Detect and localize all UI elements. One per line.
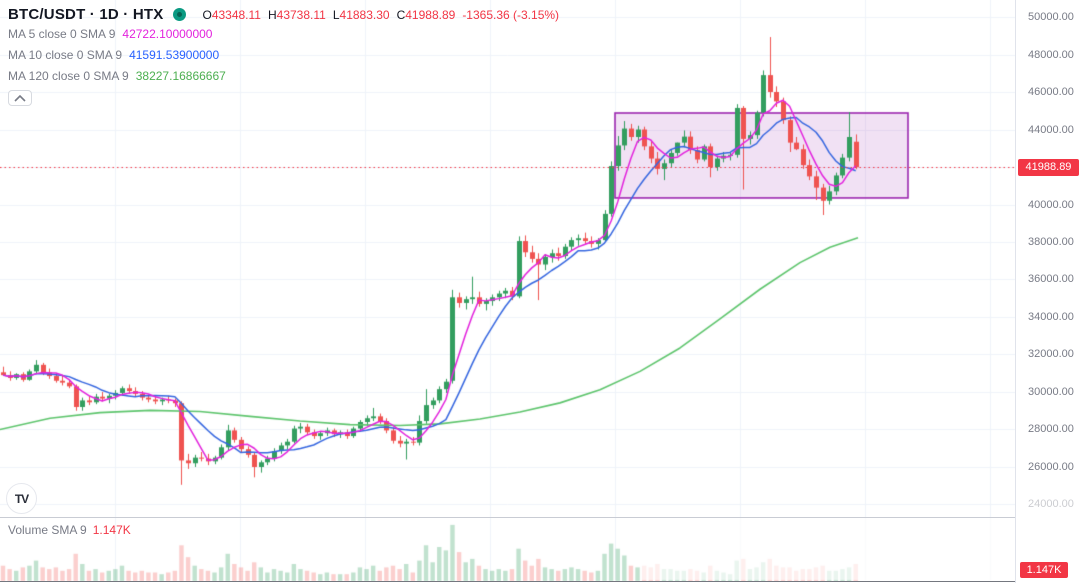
price-tick-label: 50000.00 bbox=[1028, 11, 1074, 23]
ma5-label: MA 5 close 0 SMA 9 bbox=[8, 27, 116, 41]
price-tick-label: 44000.00 bbox=[1028, 123, 1074, 136]
time-axis-border bbox=[0, 581, 1080, 582]
price-axis[interactable]: 50000.00 48000.00 46000.00 44000.00 40000.00… bbox=[1015, 0, 1080, 583]
change-value: -1365.36 (-3.15%) bbox=[462, 7, 560, 22]
ma5-value: 42722.10000000 bbox=[122, 27, 213, 41]
tradingview-logo[interactable]: TV bbox=[6, 483, 37, 514]
volume-label: Volume SMA 9 bbox=[8, 523, 87, 537]
price-tick-label: 34000.00 bbox=[1028, 310, 1074, 323]
chevron-up-icon bbox=[14, 94, 26, 102]
price-tick-label: 26000.00 bbox=[1028, 460, 1074, 473]
low-value: L41883.30 bbox=[332, 7, 390, 22]
ma10-value: 41591.53900000 bbox=[129, 48, 220, 62]
ma10-label: MA 10 close 0 SMA 9 bbox=[8, 48, 123, 62]
ma120-value: 38227.16866667 bbox=[135, 69, 226, 83]
chart-legend: BTC/USDT · 1D · HTX O43348.11 H43738.11 L4… bbox=[8, 5, 559, 106]
high-value: H43738.11 bbox=[267, 7, 326, 22]
collapse-legend-button[interactable] bbox=[8, 90, 32, 106]
ohlc-values: O43348.11 H43738.11 L41883.30 C41988.89 -136… bbox=[202, 8, 559, 22]
open-value: O43348.11 bbox=[202, 7, 261, 22]
symbol-title-row: BTC/USDT · 1D · HTX O43348.11 H43738.11 L4… bbox=[8, 5, 559, 24]
pane-separator-handle[interactable] bbox=[0, 517, 1080, 518]
volume-legend[interactable]: Volume SMA 9 1.147K bbox=[8, 523, 131, 537]
symbol-title[interactable]: BTC/USDT · 1D · HTX bbox=[8, 6, 164, 23]
price-tick-label: 36000.00 bbox=[1028, 273, 1074, 286]
status-dot-core-icon bbox=[177, 12, 183, 17]
volume-axis-badge: 1.147K bbox=[1020, 562, 1068, 578]
price-tick-label: 30000.00 bbox=[1028, 385, 1074, 398]
price-tick-label: 24000.00 bbox=[1028, 498, 1074, 511]
price-tick-label: 40000.00 bbox=[1028, 198, 1074, 211]
indicator-legend-ma10[interactable]: MA 10 close 0 SMA 9 41591.53900000 bbox=[8, 45, 559, 66]
price-tick-label: 46000.00 bbox=[1028, 86, 1074, 98]
price-tick-label: 48000.00 bbox=[1028, 48, 1074, 61]
close-value: C41988.89 bbox=[396, 7, 456, 22]
volume-sma-value: 1.147K bbox=[92, 523, 131, 537]
indicator-legend-ma120[interactable]: MA 120 close 0 SMA 9 38227.16866667 bbox=[8, 66, 559, 87]
price-tick-label: 32000.00 bbox=[1028, 348, 1074, 361]
ma120-label: MA 120 close 0 SMA 9 bbox=[8, 69, 129, 83]
candlestick-chart-canvas[interactable] bbox=[0, 0, 1015, 583]
price-tick-label: 38000.00 bbox=[1028, 236, 1074, 248]
indicator-legend-ma5[interactable]: MA 5 close 0 SMA 9 42722.10000000 bbox=[8, 24, 559, 45]
market-status-icon[interactable] bbox=[173, 8, 187, 21]
last-price-badge: 41988.89 bbox=[1018, 158, 1079, 176]
price-tick-label: 28000.00 bbox=[1028, 423, 1074, 436]
